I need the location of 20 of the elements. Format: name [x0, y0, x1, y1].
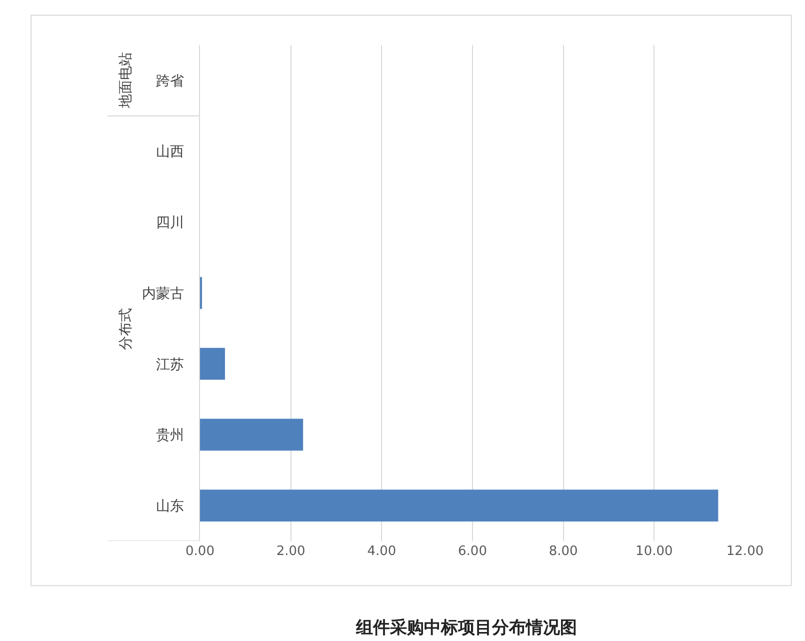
x-tick-label: 6.00 [458, 544, 487, 559]
x-tick-label: 12.00 [726, 544, 764, 559]
x-tick-label: 8.00 [548, 544, 578, 559]
y-tick-label: 内蒙古 [142, 286, 184, 302]
bar [200, 348, 225, 380]
y-tick-label: 贵州 [156, 428, 184, 444]
y-tick-label: 山东 [156, 498, 184, 514]
text: 组件采购中标项目分布情况图 [355, 618, 577, 638]
text: 分布式 [118, 308, 134, 350]
y-tick-label: 跨省 [156, 73, 184, 90]
y-tick-label: 山西 [156, 144, 184, 160]
text: 地面电站 [118, 52, 134, 109]
bar [200, 418, 304, 451]
x-tick-label: 2.00 [276, 544, 306, 559]
x-tick-label: 0.00 [186, 544, 214, 559]
bar [200, 490, 718, 522]
y-tick-label: 江苏 [156, 356, 184, 373]
y-tick-label: 四川 [156, 215, 184, 232]
x-tick-label: 4.00 [367, 544, 396, 559]
x-tick-label: 10.00 [636, 544, 673, 559]
